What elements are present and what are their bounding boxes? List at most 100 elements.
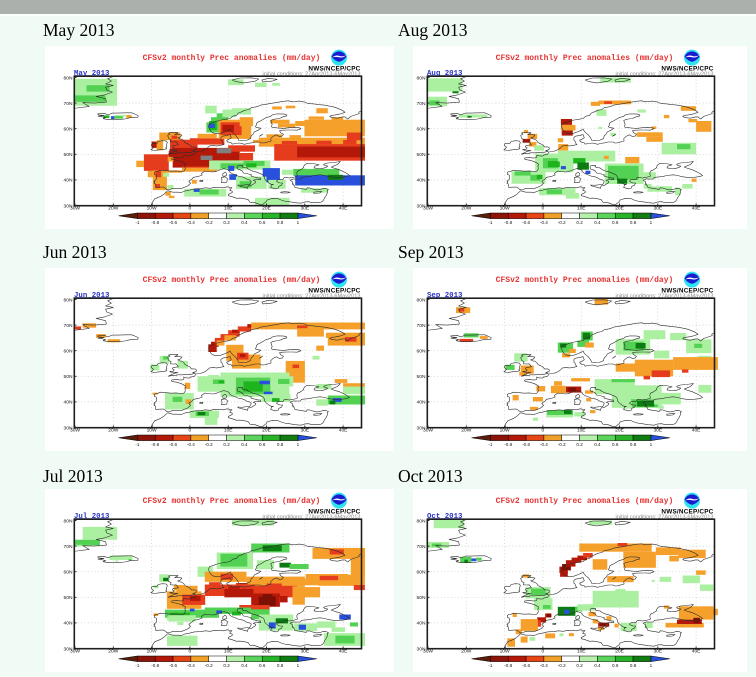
svg-text:10W: 10W [500, 649, 510, 655]
svg-text:10E: 10E [577, 205, 586, 211]
svg-text:-0.2: -0.2 [205, 442, 213, 447]
svg-text:0.6: 0.6 [259, 442, 266, 447]
svg-text:0.4: 0.4 [594, 219, 601, 224]
svg-text:-0.4: -0.4 [187, 219, 195, 224]
svg-text:30W: 30W [70, 205, 80, 211]
svg-text:0.6: 0.6 [259, 219, 266, 224]
svg-text:30E: 30E [300, 427, 309, 433]
svg-text:80N: 80N [417, 297, 426, 303]
svg-text:1: 1 [297, 219, 300, 224]
svg-text:-0.2: -0.2 [205, 219, 213, 224]
svg-text:20W: 20W [461, 205, 471, 211]
svg-text:30N: 30N [417, 425, 426, 431]
svg-text:0.2: 0.2 [223, 442, 230, 447]
svg-text:70N: 70N [417, 100, 426, 106]
svg-text:30E: 30E [300, 649, 309, 655]
svg-text:initial conditions: 27Apr2013-: initial conditions: 27Apr2013-6May2013 [616, 515, 714, 521]
svg-text:30N: 30N [417, 203, 426, 209]
svg-text:initial conditions: 27Apr2013-: initial conditions: 27Apr2013-6May2013 [616, 294, 714, 300]
svg-text:10E: 10E [577, 427, 586, 433]
svg-text:0: 0 [189, 427, 192, 433]
svg-text:May 2013: May 2013 [74, 69, 110, 77]
svg-text:50N: 50N [64, 152, 73, 158]
svg-text:80N: 80N [417, 75, 426, 81]
svg-text:-0.6: -0.6 [522, 442, 530, 447]
svg-text:40N: 40N [417, 177, 426, 183]
svg-text:30E: 30E [653, 427, 662, 433]
svg-text:70N: 70N [64, 544, 73, 550]
svg-text:1: 1 [650, 219, 653, 224]
svg-text:-1: -1 [135, 442, 140, 447]
svg-text:10E: 10E [224, 205, 233, 211]
svg-text:20E: 20E [615, 427, 624, 433]
svg-text:60N: 60N [64, 570, 73, 576]
svg-text:Sep 2013: Sep 2013 [427, 292, 463, 300]
svg-text:0.8: 0.8 [630, 219, 637, 224]
svg-text:20E: 20E [262, 649, 271, 655]
svg-text:0.8: 0.8 [277, 442, 284, 447]
svg-text:0.6: 0.6 [612, 442, 619, 447]
svg-text:30N: 30N [64, 425, 73, 431]
svg-text:initial conditions: 27Apr2013-: initial conditions: 27Apr2013-6May2013 [616, 71, 714, 77]
svg-text:40E: 40E [692, 649, 701, 655]
svg-text:70N: 70N [64, 323, 73, 329]
svg-text:60N: 60N [417, 349, 426, 355]
svg-text:30W: 30W [423, 649, 433, 655]
svg-text:0.4: 0.4 [594, 442, 601, 447]
svg-text:20W: 20W [461, 427, 471, 433]
svg-text:-0.8: -0.8 [504, 219, 512, 224]
svg-text:70N: 70N [417, 323, 426, 329]
svg-text:NWS/NCEP/CPC: NWS/NCEP/CPC [308, 288, 360, 295]
svg-text:0.4: 0.4 [241, 219, 248, 224]
svg-text:60N: 60N [64, 126, 73, 132]
svg-text:80N: 80N [64, 519, 73, 525]
svg-text:NWS/NCEP/CPC: NWS/NCEP/CPC [308, 65, 360, 72]
svg-text:0.2: 0.2 [223, 219, 230, 224]
svg-text:70N: 70N [64, 100, 73, 106]
svg-text:30W: 30W [423, 205, 433, 211]
svg-text:10E: 10E [577, 649, 586, 655]
svg-text:70N: 70N [417, 544, 426, 550]
svg-text:0: 0 [189, 205, 192, 211]
svg-text:40N: 40N [64, 177, 73, 183]
svg-text:40E: 40E [339, 649, 348, 655]
svg-text:Aug 2013: Aug 2013 [427, 69, 463, 77]
svg-text:30N: 30N [64, 647, 73, 653]
svg-text:20E: 20E [615, 205, 624, 211]
svg-text:40E: 40E [339, 205, 348, 211]
svg-text:30N: 30N [64, 203, 73, 209]
svg-text:40N: 40N [64, 400, 73, 406]
svg-text:10W: 10W [147, 205, 157, 211]
svg-text:CFSv2 monthly Prec anomalies (: CFSv2 monthly Prec anomalies (mm/day) [143, 497, 321, 506]
svg-text:80N: 80N [64, 297, 73, 303]
svg-text:10E: 10E [224, 649, 233, 655]
svg-text:Jul 2013: Jul 2013 [74, 513, 110, 521]
svg-text:40N: 40N [417, 400, 426, 406]
svg-text:20W: 20W [461, 649, 471, 655]
svg-text:NWS/NCEP/CPC: NWS/NCEP/CPC [661, 288, 713, 295]
svg-text:30W: 30W [423, 427, 433, 433]
svg-text:CFSv2 monthly Prec anomalies (: CFSv2 monthly Prec anomalies (mm/day) [143, 276, 321, 285]
svg-text:-0.2: -0.2 [558, 219, 566, 224]
svg-text:0: 0 [189, 649, 192, 655]
svg-text:40N: 40N [64, 621, 73, 627]
svg-text:CFSv2 monthly Prec anomalies (: CFSv2 monthly Prec anomalies (mm/day) [496, 276, 674, 285]
svg-text:-0.8: -0.8 [504, 442, 512, 447]
svg-text:20W: 20W [108, 649, 118, 655]
svg-text:30W: 30W [70, 427, 80, 433]
svg-text:0.2: 0.2 [576, 219, 583, 224]
svg-text:80N: 80N [64, 75, 73, 81]
svg-text:Oct 2013: Oct 2013 [427, 513, 463, 521]
svg-text:-0.6: -0.6 [169, 442, 177, 447]
svg-text:80N: 80N [417, 519, 426, 525]
svg-text:initial conditions: 27Apr2013-: initial conditions: 27Apr2013-6May2013 [263, 71, 361, 77]
svg-text:20E: 20E [262, 427, 271, 433]
svg-text:50N: 50N [417, 595, 426, 601]
svg-text:20W: 20W [108, 205, 118, 211]
svg-text:-0.6: -0.6 [169, 219, 177, 224]
svg-text:10W: 10W [147, 427, 157, 433]
svg-text:0.8: 0.8 [630, 442, 637, 447]
svg-text:0.6: 0.6 [612, 219, 619, 224]
svg-text:initial conditions: 27Apr2013-: initial conditions: 27Apr2013-6May2013 [263, 294, 361, 300]
svg-text:40N: 40N [417, 621, 426, 627]
